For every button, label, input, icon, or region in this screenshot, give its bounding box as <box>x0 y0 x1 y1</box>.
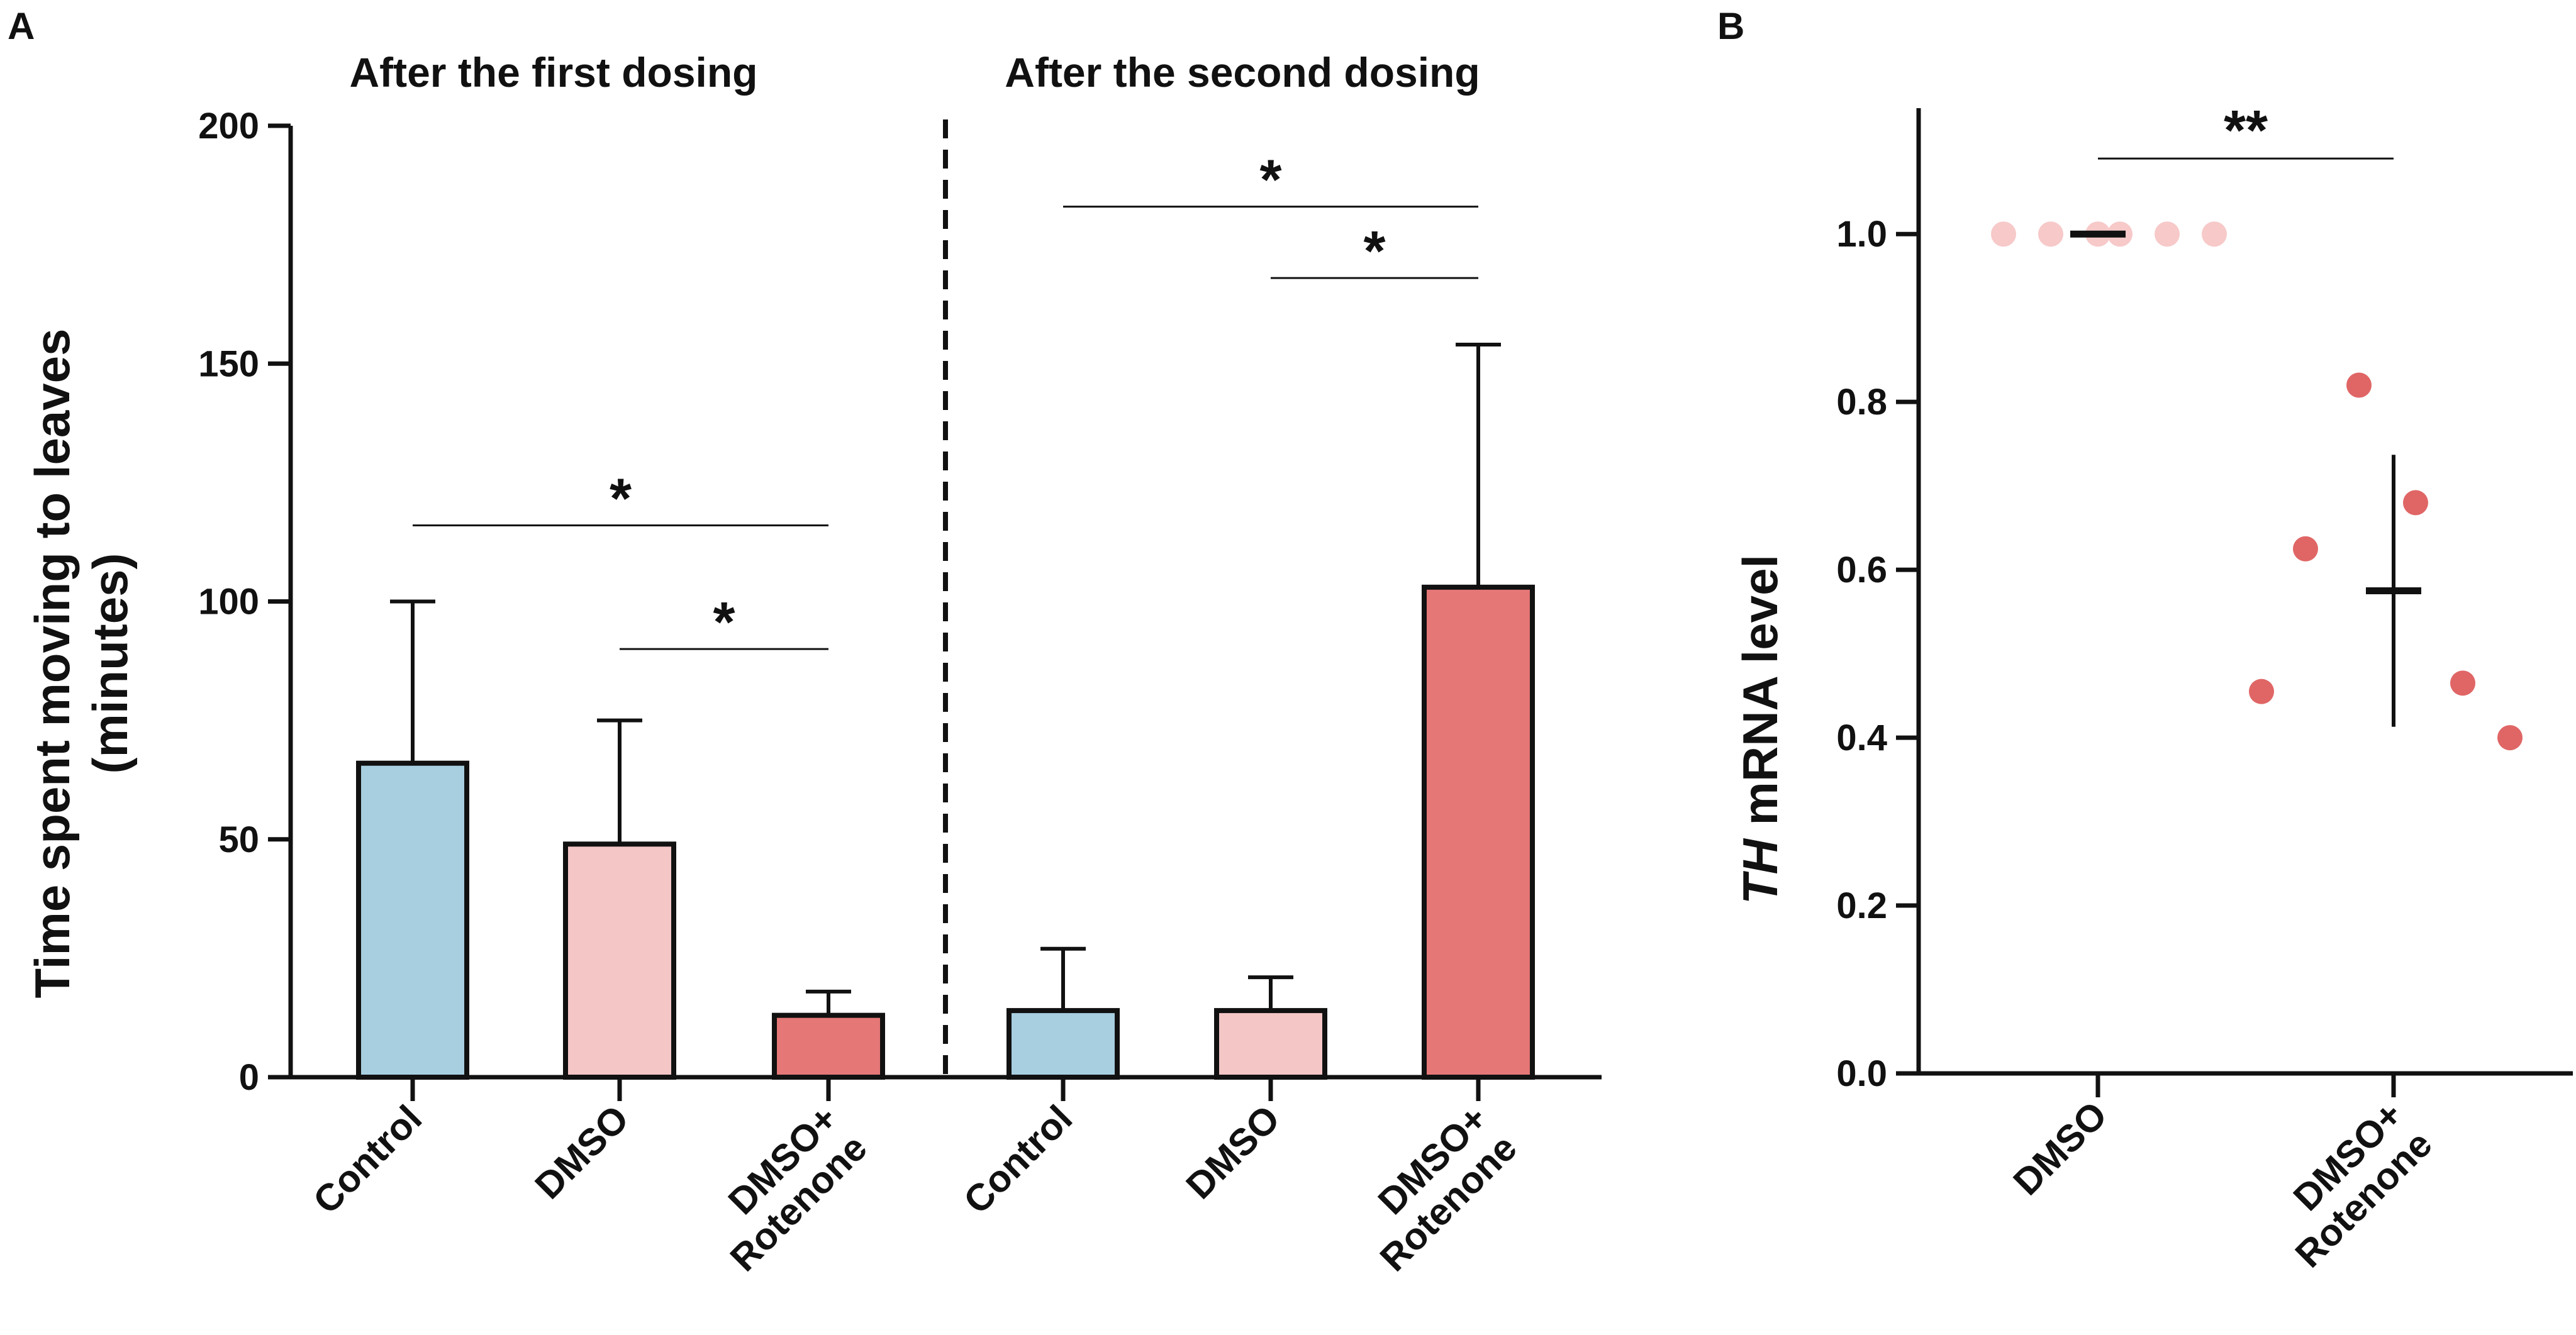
data-point <box>2450 670 2475 696</box>
y-tick-label-a: 0 <box>239 1057 259 1098</box>
x-tick-label-a: DMSO <box>527 1097 637 1207</box>
data-point <box>2346 372 2372 398</box>
significance-star: * <box>713 591 735 654</box>
significance-star: * <box>610 467 632 530</box>
bar <box>563 841 676 1080</box>
y-axis-label-b: TH mRNA level <box>1732 555 1788 904</box>
x-tick-label-a-line: DMSO <box>527 1097 637 1207</box>
significance-star: ** <box>2224 99 2268 162</box>
data-point <box>2497 725 2523 751</box>
panel-b-label: B <box>1717 5 1744 47</box>
bar <box>1422 584 1535 1080</box>
y-tick-label-a: 150 <box>198 343 259 384</box>
x-tick-label-a: Control <box>305 1097 430 1222</box>
y-tick-label-b: 0.6 <box>1836 550 1887 590</box>
x-tick-label-b-line: DMSO <box>2005 1094 2116 1204</box>
data-point <box>2249 679 2274 704</box>
x-tick-label-a-line: Control <box>305 1097 430 1222</box>
y-axis-label-b-rest: mRNA level <box>1732 555 1788 839</box>
group-title-second-dosing: After the second dosing <box>1005 49 1480 96</box>
y-tick-label-b: 0.2 <box>1836 885 1887 926</box>
y-tick-label-b: 0.4 <box>1836 717 1887 758</box>
y-axis-label-b-gene: TH <box>1732 838 1788 904</box>
data-point <box>2038 221 2063 247</box>
x-tick-label-b: DMSO+Rotenone <box>2258 1094 2440 1276</box>
x-tick-label-a: DMSO+Rotenone <box>693 1097 875 1280</box>
data-point <box>2293 536 2318 562</box>
panel-a-label: A <box>8 5 35 47</box>
bar <box>1006 1008 1120 1080</box>
y-ticks-b: 0.0 0.2 0.4 0.6 0.8 1.0 <box>1836 214 1919 1094</box>
y-tick-label-a: 200 <box>198 106 259 147</box>
points-b: DMSO DMSO+Rotenone ** <box>1991 99 2523 1275</box>
significance-star: * <box>1363 220 1385 283</box>
y-tick-label-b: 0.0 <box>1836 1053 1887 1094</box>
y-tick-label-b: 0.8 <box>1836 382 1887 423</box>
x-tick-label-a-line: Control <box>956 1097 1080 1222</box>
bars-a: Control DMSO DMSO+Rotenone * * Control DMSO DMS… <box>305 149 1535 1280</box>
bar <box>356 760 469 1080</box>
x-tick-label-a: DMSO <box>1178 1097 1288 1207</box>
y-axis-label-a-line2: (minutes) <box>82 553 138 774</box>
x-tick-label-b: DMSO <box>2005 1094 2116 1204</box>
group-title-first-dosing: After the first dosing <box>349 49 757 96</box>
data-point <box>2202 221 2227 247</box>
y-tick-label-a: 50 <box>218 819 259 860</box>
data-point <box>1991 221 2016 247</box>
data-point <box>2403 490 2428 516</box>
x-tick-label-a: Control <box>956 1097 1080 1222</box>
y-tick-label-a: 100 <box>198 582 259 623</box>
y-axis-label-a: Time spent moving to leaves (minutes) <box>25 329 138 999</box>
y-ticks-a: 0 50 100 150 200 <box>198 106 291 1098</box>
x-tick-label-a-line: DMSO <box>1178 1097 1288 1207</box>
y-axis-label-a-line1: Time spent moving to leaves <box>25 329 80 999</box>
y-tick-label-b: 1.0 <box>1836 214 1887 255</box>
significance-star: * <box>1259 149 1281 212</box>
bar <box>772 1012 885 1080</box>
bar <box>1214 1008 1327 1080</box>
data-point <box>2155 221 2180 247</box>
x-tick-label-a: DMSO+Rotenone <box>1342 1097 1525 1280</box>
